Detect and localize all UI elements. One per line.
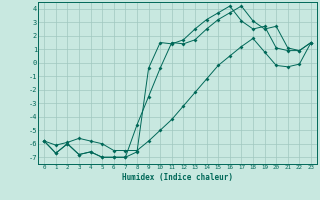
X-axis label: Humidex (Indice chaleur): Humidex (Indice chaleur) <box>122 173 233 182</box>
